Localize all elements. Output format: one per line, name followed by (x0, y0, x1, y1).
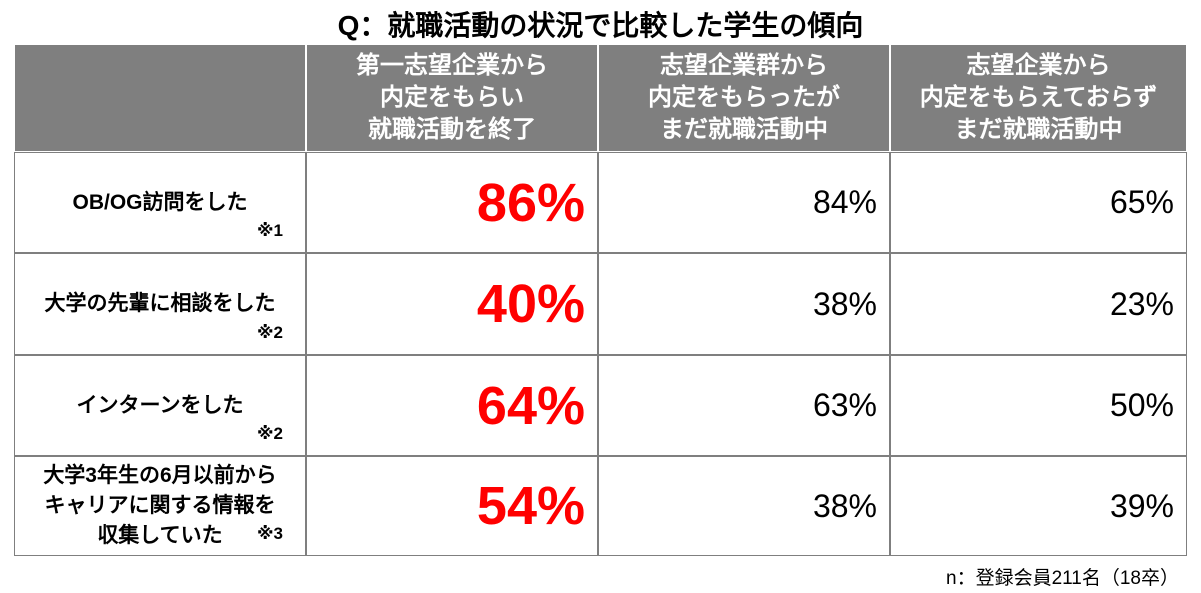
value-cell: 38% (598, 253, 890, 355)
value-cell: 39% (890, 456, 1187, 556)
label-line: OB/OG訪問をした (72, 190, 248, 214)
row-label: 大学の先輩に相談をした ※2 (14, 253, 306, 355)
label-line: 大学の先輩に相談をした (44, 292, 276, 315)
label-line: 収集していた (97, 524, 223, 547)
value-cell: 38% (598, 456, 890, 556)
value-cell: 84% (598, 152, 890, 253)
header-cell: 志望企業から内定をもらえておらず まだ就職活動中 (890, 44, 1187, 152)
value-cell: 86% (306, 152, 598, 253)
header-line: 第一志望企業から (356, 52, 548, 79)
header-cell: 志望企業群から 内定をもらったが まだ就職活動中 (598, 44, 890, 152)
row-label: OB/OG訪問をした ※1 (14, 152, 306, 253)
title: Q：就職活動の状況で比較した学生の傾向 (337, 10, 864, 41)
note-mark: ※2 (257, 323, 283, 342)
header-cell (14, 44, 306, 152)
value-cell: 50% (890, 355, 1187, 456)
header-line: 就職活動を終了 (368, 116, 536, 143)
header-cell: 第一志望企業から 内定をもらい 就職活動を終了 (306, 44, 598, 152)
header-line: 内定をもらったが (648, 84, 840, 111)
header-line: まだ就職活動中 (660, 116, 828, 143)
row-label: インターンをした ※2 (14, 355, 306, 456)
header-line: 内定をもらえておらず (919, 84, 1158, 111)
value-cell: 40% (306, 253, 598, 355)
value-cell: 65% (890, 152, 1187, 253)
header-line: 内定をもらい (380, 84, 524, 111)
footnote: n：登録会員211名（18卒） (946, 568, 1179, 589)
header-line: 志望企業群から (660, 52, 828, 79)
note-mark: ※1 (257, 221, 283, 240)
value-cell: 63% (598, 355, 890, 456)
note-mark: ※2 (257, 424, 283, 443)
header-line: 志望企業から (966, 52, 1111, 79)
row-label: 大学3年生の6月以前から キャリアに関する情報を 収集していた ※3 (14, 456, 306, 556)
label-line: 大学3年生の6月以前から (43, 464, 277, 487)
label-line: インターンをした (76, 393, 244, 417)
note-mark: ※3 (257, 524, 283, 543)
label-line: キャリアに関する情報を (44, 494, 276, 517)
value-cell: 64% (306, 355, 598, 456)
value-cell: 23% (890, 253, 1187, 355)
value-cell: 54% (306, 456, 598, 556)
header-line: まだ就職活動中 (954, 116, 1123, 143)
